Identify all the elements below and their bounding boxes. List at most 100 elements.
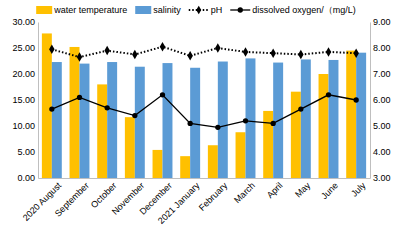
tick-label: February [197,180,230,213]
marker [243,47,248,56]
axis-line [370,23,371,179]
bar [218,62,228,178]
tick: June [319,180,340,201]
tick-label: March [232,180,257,205]
tick-label: 30.00 [12,17,35,27]
marker [105,105,110,110]
marker [77,52,82,61]
tick: 5.00 [370,121,391,131]
line [52,47,356,57]
tick-label: May [293,180,312,199]
marker [160,92,165,97]
bar [329,60,339,178]
legend-marker [196,6,201,15]
bar [163,63,173,178]
bar [125,117,135,178]
tick: May [293,180,312,199]
legend-label: salinity [153,5,181,15]
marker [215,125,220,130]
markers [49,92,359,130]
axis-line [38,23,39,179]
tick: April [265,180,285,200]
bar [97,84,107,178]
tick: 6.00 [370,95,391,105]
bar [107,62,117,178]
bar [291,92,301,178]
bar-series [42,33,356,178]
tick-label: 3.00 [373,173,391,183]
marker [49,106,54,111]
bar [346,51,356,178]
marker [104,46,109,55]
legend-item: pH [189,5,223,15]
marker [270,48,275,57]
bar [42,33,52,178]
line [52,95,356,128]
bar [52,62,62,178]
tick: 30.00 [12,17,38,27]
bar [263,111,273,178]
tick: 3.00 [370,173,391,183]
marker [132,50,137,59]
bar [208,145,218,178]
marker [298,106,303,111]
tick: September [53,180,91,218]
tick: 2021 January [156,180,202,226]
tick: 9.00 [370,17,391,27]
marker [354,97,359,102]
tick-label: 5.00 [373,121,391,131]
tick: 4.00 [370,147,391,157]
tick-label: 10.00 [12,121,35,131]
legend-item: salinity [135,5,181,15]
tick: 8.00 [370,43,391,53]
bar [356,53,366,178]
tick-label: 7.00 [373,69,391,79]
tick-label: 4.00 [373,147,391,157]
bar-series [52,53,366,178]
bar [319,74,329,178]
tick-label: April [265,180,285,200]
tick: 5.00 [17,147,38,157]
legend-label: pH [211,5,223,15]
tick-label: 9.00 [373,17,391,27]
tick: 15.00 [12,95,38,105]
x-axis: 2020 AugustSeptemberOctoberNovemberDecem… [21,179,371,226]
tick: 20.00 [12,69,38,79]
marker [326,47,331,56]
marker [132,113,137,118]
tick: 25.00 [12,43,38,53]
axis-line [39,178,371,179]
tick-label: 25.00 [12,43,35,53]
tick-label: 2021 January [156,180,202,226]
chart: 0.00 5.00 10.00 15.00 20.00 25.00 30.00 3.00 4.0… [0,0,400,232]
tick: February [197,180,230,213]
marker [326,92,331,97]
tick-label: 0.00 [17,173,35,183]
tick: 0.00 [17,173,38,183]
tick-label: July [349,180,368,199]
markers [49,42,359,62]
tick: 10.00 [12,121,38,131]
marker [215,43,220,52]
tick-label: 6.00 [373,95,391,105]
bar [135,67,145,178]
legend-label: dissolved oxygen/（mg/L) [252,5,356,15]
tick-label: September [53,180,91,218]
tick: July [349,180,368,199]
marker [353,48,358,57]
legend-label: water temperature [53,5,127,15]
tick: March [232,180,257,205]
tick-label: 15.00 [12,95,35,105]
marker [188,121,193,126]
legend-swatch [135,6,151,14]
tick-label: June [319,180,340,201]
tick: 7.00 [370,69,391,79]
bar [80,64,90,178]
marks [42,33,366,178]
bar [301,59,311,178]
marker [160,42,165,51]
y2-axis: 3.00 4.00 5.00 6.00 7.00 8.00 9.00 [370,17,391,183]
legend-item: water temperature [36,5,127,15]
legend-marker [238,7,243,12]
legend-item: dissolved oxygen/（mg/L) [230,5,356,15]
